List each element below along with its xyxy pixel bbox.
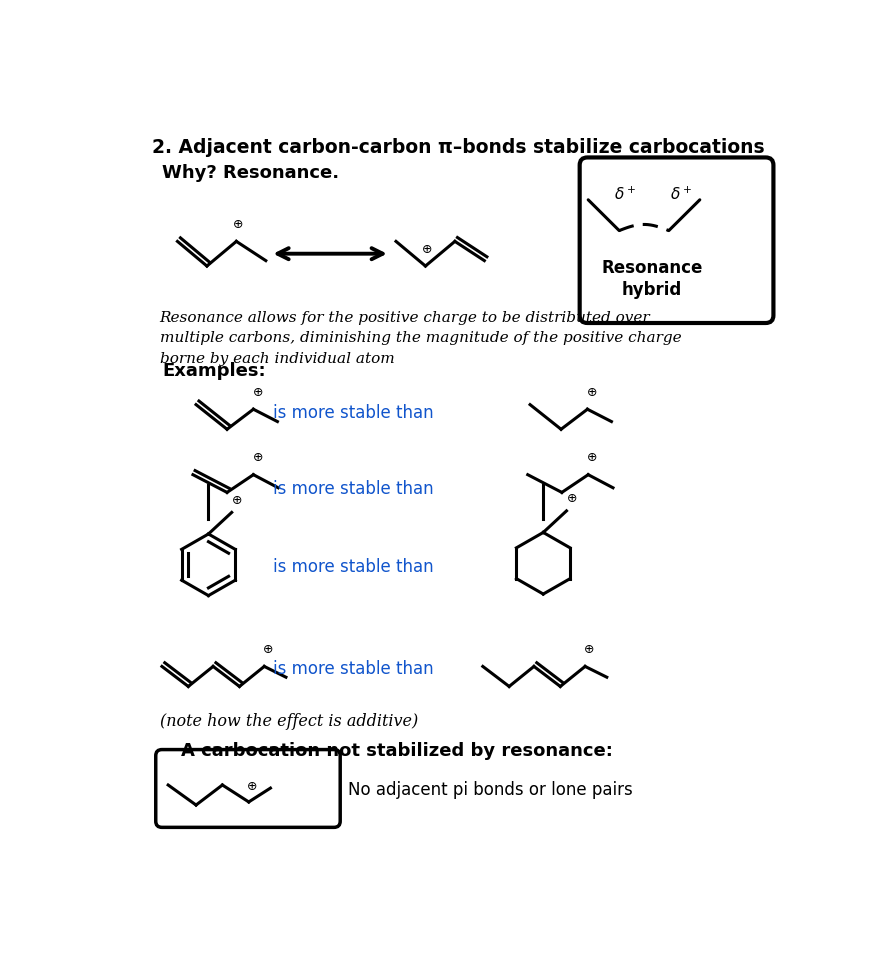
Text: Examples:: Examples:: [162, 362, 266, 379]
Text: is more stable than: is more stable than: [273, 661, 434, 678]
FancyBboxPatch shape: [579, 157, 773, 323]
Text: $\oplus$: $\oplus$: [583, 643, 593, 656]
Text: $\oplus$: $\oplus$: [252, 386, 263, 399]
Text: $\delta^+$: $\delta^+$: [614, 186, 636, 203]
FancyBboxPatch shape: [156, 749, 340, 827]
Text: $\oplus$: $\oplus$: [586, 451, 598, 465]
Text: is more stable than: is more stable than: [273, 404, 434, 422]
Text: (note how the effect is additive): (note how the effect is additive): [160, 713, 418, 730]
Text: $\oplus$: $\oplus$: [246, 781, 258, 793]
Text: A carbocation not stabilized by resonance:: A carbocation not stabilized by resonanc…: [181, 742, 613, 760]
Text: $\oplus$: $\oplus$: [421, 243, 433, 256]
Text: is more stable than: is more stable than: [273, 479, 434, 498]
Text: is more stable than: is more stable than: [273, 558, 434, 576]
Text: Why? Resonance.: Why? Resonance.: [162, 164, 339, 183]
Text: Resonance
hybrid: Resonance hybrid: [601, 260, 703, 299]
Text: No adjacent pi bonds or lone pairs: No adjacent pi bonds or lone pairs: [348, 781, 633, 799]
Text: $\oplus$: $\oplus$: [252, 451, 263, 465]
Text: $\oplus$: $\oplus$: [232, 218, 244, 231]
Text: $\oplus$: $\oplus$: [261, 643, 273, 656]
Text: 2. Adjacent carbon-carbon π–bonds stabilize carbocations: 2. Adjacent carbon-carbon π–bonds stabil…: [152, 138, 765, 157]
Text: $\oplus$: $\oplus$: [586, 386, 597, 399]
Text: $\oplus$: $\oplus$: [565, 492, 577, 505]
Text: $\oplus$: $\oplus$: [231, 494, 242, 506]
Text: Resonance allows for the positive charge to be distributed over
multiple carbons: Resonance allows for the positive charge…: [160, 311, 681, 365]
Text: $\delta^+$: $\delta^+$: [670, 186, 692, 203]
